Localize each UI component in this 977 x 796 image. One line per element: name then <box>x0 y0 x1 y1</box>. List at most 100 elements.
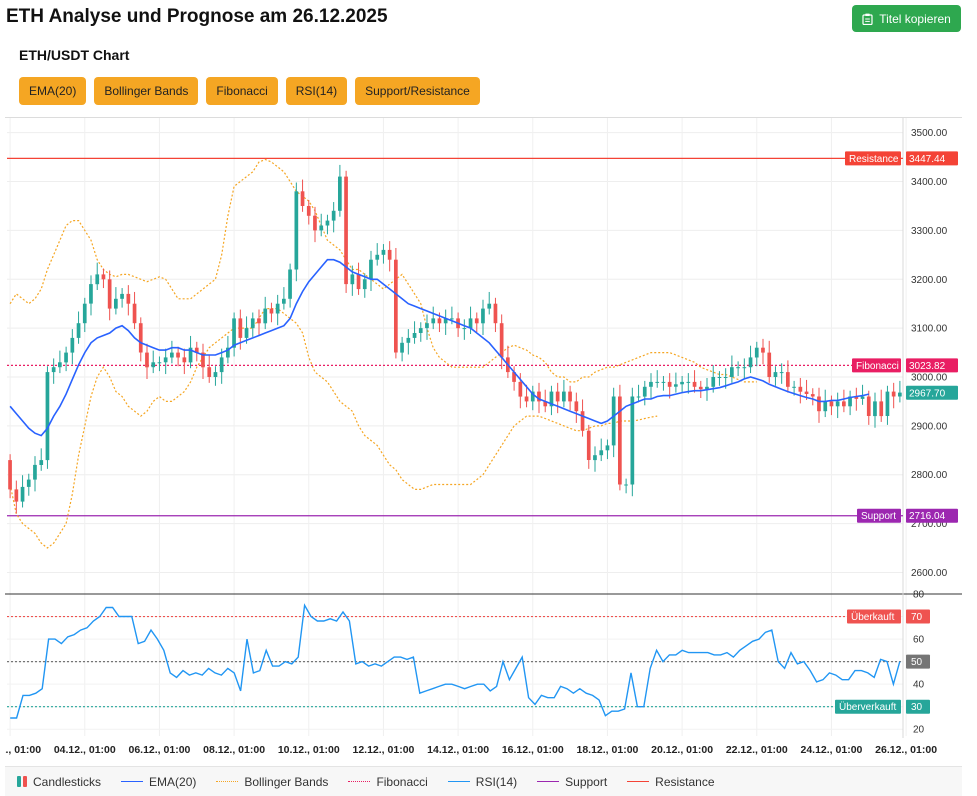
rsi-name-tag-label: Überkauft <box>851 611 895 623</box>
legend-item-fibonacci[interactable]: Fibonacci <box>348 775 428 789</box>
candle <box>313 215 317 231</box>
time-axis: 02.12., 01:00 04.12., 01:00 06.12., 01:00 0… <box>0 744 937 756</box>
legend-label: RSI(14) <box>475 774 518 789</box>
candle <box>605 445 610 451</box>
candle <box>754 347 759 358</box>
candle <box>400 342 404 353</box>
candle <box>182 357 187 363</box>
candle <box>39 460 44 465</box>
candle <box>804 391 809 394</box>
line-swatch-icon <box>537 781 560 782</box>
candle <box>549 391 554 407</box>
candle <box>64 352 68 363</box>
bollinger-lower-line <box>9 308 658 549</box>
candle <box>468 318 473 329</box>
candle <box>76 323 81 338</box>
price-tag-value: 2716.04 <box>909 511 946 522</box>
candle <box>823 401 828 412</box>
candle <box>201 352 205 368</box>
candle <box>369 259 373 280</box>
candle <box>244 328 249 338</box>
price-tag-box <box>906 385 958 400</box>
candle <box>412 333 417 338</box>
candle <box>194 347 199 353</box>
time-tick-label: 24.12., 01:00 <box>800 744 862 756</box>
candle <box>779 372 784 374</box>
copy-title-button[interactable]: Titel kopieren <box>852 5 961 32</box>
candle <box>854 396 859 399</box>
rsi-toggle-button[interactable]: RSI(14) <box>285 77 348 105</box>
candle <box>288 269 292 299</box>
candle <box>188 347 193 363</box>
legend-item-resistance[interactable]: Resistance <box>627 775 715 789</box>
legend-item-ema[interactable]: EMA(20) <box>121 775 196 789</box>
candle <box>132 303 137 324</box>
ema-toggle-button[interactable]: EMA(20) <box>19 77 87 105</box>
candle <box>176 352 180 358</box>
legend-item-support[interactable]: Support <box>537 775 607 789</box>
resistance-price-tag: 3447.44 <box>906 151 958 166</box>
candle <box>238 318 243 338</box>
candle <box>170 352 174 358</box>
candle <box>493 303 498 324</box>
price-tag-box <box>906 151 958 166</box>
candle <box>232 318 236 348</box>
candle <box>810 394 815 397</box>
candle <box>58 362 62 368</box>
time-tick-label: 04.12., 01:00 <box>54 744 116 756</box>
candle <box>45 372 50 461</box>
candle <box>866 396 871 416</box>
line-swatch-icon <box>121 781 144 782</box>
support-resistance-toggle-button[interactable]: Support/Resistance <box>355 77 480 105</box>
support-price-tag: 2716.04 <box>906 508 958 523</box>
candle <box>817 396 821 412</box>
candle <box>263 308 268 324</box>
fibonacci-toggle-button[interactable]: Fibonacci <box>206 77 278 105</box>
chart-canvas[interactable]: 3500.00 3400.00 3300.00 3200.00 3100.00 3000.… <box>0 118 962 768</box>
chart-area[interactable]: 3500.00 3400.00 3300.00 3200.00 3100.00 3000.… <box>0 117 962 768</box>
candle <box>773 372 778 377</box>
legend-item-rsi[interactable]: RSI(14) <box>447 774 518 789</box>
candle <box>562 391 566 402</box>
candle <box>431 318 436 324</box>
bollinger-toggle-button[interactable]: Bollinger Bands <box>94 77 199 105</box>
candle <box>418 328 423 333</box>
candle <box>848 396 852 407</box>
candle <box>655 381 660 383</box>
candle <box>792 386 796 388</box>
price-tag-box <box>906 508 958 523</box>
time-tick-label: 22.12., 01:00 <box>726 744 788 756</box>
candle <box>512 372 516 382</box>
rsi-tick-label: 80 <box>913 590 925 601</box>
candle <box>325 220 330 226</box>
candle <box>898 392 902 397</box>
legend-label: Support <box>565 774 608 789</box>
time-tick-label: 26.12., 01:00 <box>875 744 937 756</box>
candle <box>163 357 168 363</box>
resistance-name-tag: Resistance <box>845 151 901 166</box>
candle <box>95 274 100 285</box>
time-tick-label: 08.12., 01:00 <box>203 744 265 756</box>
legend-item-bollinger[interactable]: Bollinger Bands <box>216 775 328 789</box>
candle <box>20 486 25 502</box>
line-tag-box <box>857 508 901 523</box>
candle <box>786 372 790 387</box>
clipboard-icon <box>862 13 873 25</box>
candle <box>157 362 162 364</box>
overbought-value-tag: 70 <box>906 609 930 624</box>
candle <box>667 381 672 387</box>
candle <box>443 318 448 324</box>
line-tag-box <box>845 151 901 166</box>
candlestick-icon <box>17 776 27 787</box>
dashed-line-swatch-icon <box>216 781 239 782</box>
candle <box>530 391 535 402</box>
candle <box>642 386 647 397</box>
time-tick-label: 14.12., 01:00 <box>427 744 489 756</box>
price-tick-label: 2700.00 <box>911 519 948 530</box>
legend-item-candlesticks[interactable]: Candlesticks <box>17 775 101 789</box>
candle <box>593 455 597 461</box>
candle <box>568 391 572 402</box>
candle <box>798 386 803 392</box>
candle <box>213 372 218 377</box>
candle <box>736 367 740 369</box>
